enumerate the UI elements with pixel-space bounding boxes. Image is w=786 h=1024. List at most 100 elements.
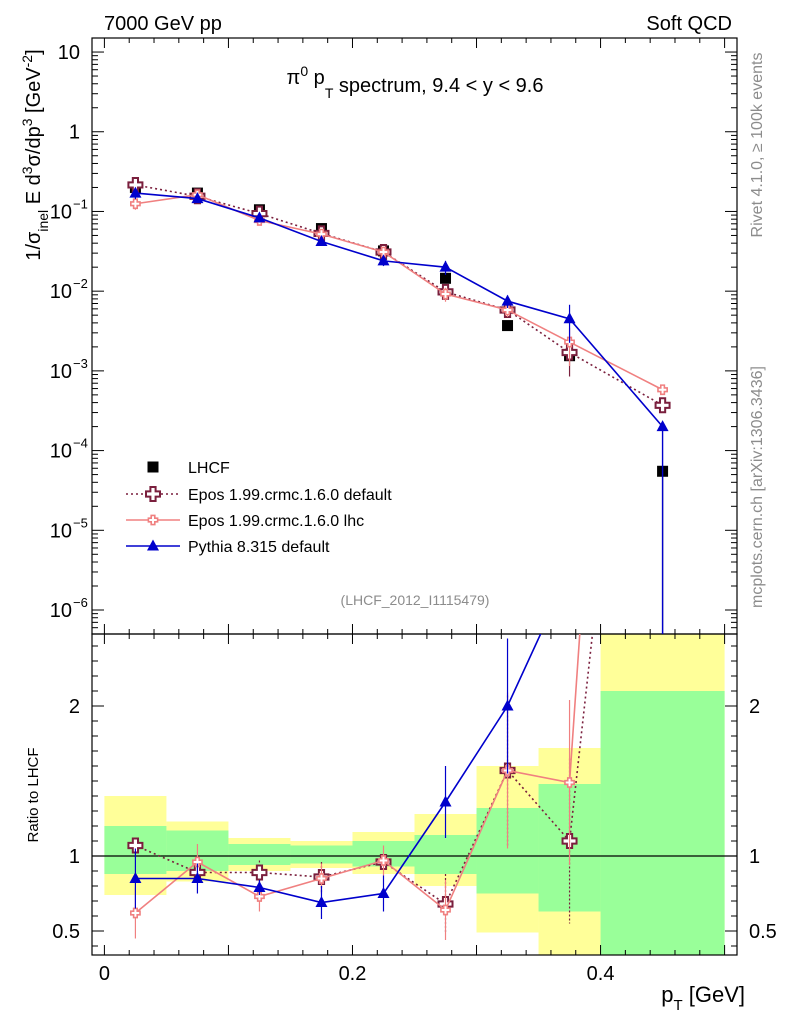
- band-green: [290, 845, 353, 864]
- marker-epos-lhc: [502, 304, 513, 316]
- marker-pythia-triangle: [377, 254, 390, 266]
- y-tick-exponent: −4: [73, 436, 88, 451]
- y-axis-title-part: σ/dp: [23, 126, 45, 166]
- y-axis-title-part: ]: [23, 49, 45, 55]
- marker-pythia-triangle: [439, 260, 452, 272]
- y-tick-label: 1: [69, 122, 80, 144]
- y-tick-label: 10: [50, 281, 72, 303]
- series-line-main: [135, 184, 663, 406]
- legend: LHCF Epos 1.99.crmc.1.6.0 default Epos 1.9…: [126, 460, 392, 556]
- x-tick-label: 0.2: [339, 963, 367, 985]
- marker-epos-default: [127, 837, 144, 854]
- y-tick-label: 10: [50, 361, 72, 383]
- x-axis-title-part: [GeV]: [683, 982, 745, 1007]
- legend-label: Pythia 8.315 default: [188, 539, 330, 556]
- header-left: 7000 GeV pp: [104, 13, 222, 35]
- marker-epos-lhc: [192, 856, 203, 868]
- y-tick-exponent: −1: [73, 196, 88, 211]
- legend-label: Epos 1.99.crmc.1.6.0 lhc: [188, 513, 364, 530]
- y-axis-title-part: [GeV: [23, 67, 45, 119]
- ratio-tick-label-right: 2: [749, 696, 760, 718]
- band-group: [104, 634, 725, 955]
- y-tick-label: 10: [58, 42, 80, 64]
- marker-epos-lhc: [254, 891, 265, 902]
- y-axis-title-part: -2: [19, 55, 35, 68]
- marker-pythia-triangle: [656, 420, 669, 432]
- title-part: π: [287, 67, 301, 89]
- y-axis-title: 1/σinel E d3σ/dp3 [GeV-2]: [19, 49, 51, 260]
- y-axis-title-part: 1/σ: [23, 231, 45, 261]
- x-axis-title-part: T: [673, 997, 682, 1014]
- marker-pythia-triangle: [191, 192, 204, 204]
- marker-pythia-triangle: [315, 234, 328, 246]
- main-series-group: [127, 176, 671, 634]
- x-tick-label: 0: [99, 963, 110, 985]
- marker-epos-lhc: [440, 904, 451, 916]
- marker-pythia-triangle: [377, 887, 390, 898]
- axes-and-ticks: [91, 37, 738, 956]
- y-tick-label: 10: [50, 441, 72, 463]
- y-tick-label: 10: [50, 201, 72, 223]
- marker-epos-lhc: [657, 384, 668, 396]
- marker-epos-lhc: [440, 288, 451, 300]
- band-green: [228, 844, 291, 865]
- band-green: [600, 691, 725, 955]
- y-tick-exponent: −6: [73, 595, 88, 610]
- x-axis-title: pT [GeV]: [661, 982, 745, 1014]
- marker-pythia-triangle: [439, 795, 452, 807]
- y-tick-label: 10: [50, 600, 72, 622]
- ratio-series-group: [127, 634, 594, 940]
- analysis-tag: (LHCF_2012_I1115479): [341, 592, 490, 608]
- marker-epos-lhc: [130, 198, 141, 210]
- y-tick-exponent: −2: [73, 276, 88, 291]
- marker-epos-lhc: [564, 777, 575, 788]
- ratio-axis-title: Ratio to LHCF: [25, 747, 42, 842]
- ratio-tick-label-right: 1: [749, 846, 760, 868]
- ratio-tick-label-left: 1: [69, 846, 80, 868]
- ratio-uncertainty-bands: [92, 634, 737, 955]
- marker-pythia-triangle: [147, 539, 159, 551]
- y-axis-title-part: E d: [23, 174, 45, 210]
- marker-epos-lhc: [378, 246, 389, 258]
- marker-pythia-triangle: [191, 872, 204, 883]
- title-part: p: [308, 67, 325, 89]
- marker-pythia-triangle: [501, 294, 514, 306]
- ratio-tick-label-right: 0.5: [749, 921, 777, 943]
- marker-lhcf-square: [147, 461, 159, 473]
- plot-title: π0 pT spectrum, 9.4 < y < 9.6: [287, 63, 544, 101]
- title-part: 0: [300, 63, 308, 79]
- x-axis-title-part: p: [661, 982, 673, 1007]
- marker-pythia-triangle: [253, 881, 266, 892]
- legend-label: Epos 1.99.crmc.1.6.0 default: [188, 487, 392, 504]
- marker-epos-lhc: [147, 514, 159, 526]
- y-axis-title-part: 3: [19, 118, 35, 126]
- marker-pythia-triangle: [315, 896, 328, 907]
- y-axis-title-part: inel: [35, 210, 51, 232]
- marker-epos-default: [145, 486, 161, 502]
- header-right: Soft QCD: [646, 13, 732, 35]
- data-series: [127, 176, 671, 940]
- marker-epos-lhc: [316, 873, 327, 884]
- marker-pythia-triangle: [129, 872, 142, 883]
- ratio-tick-label-left: 0.5: [52, 921, 80, 943]
- y-tick-label: 10: [50, 520, 72, 542]
- rivet-version-label: Rivet 4.1.0, ≥ 100k events: [749, 53, 766, 238]
- marker-lhcf-square: [502, 320, 514, 332]
- legend-label: LHCF: [188, 460, 230, 477]
- marker-pythia-triangle: [563, 312, 576, 324]
- marker-epos-default: [251, 864, 268, 881]
- ratio-tick-label-left: 2: [69, 696, 80, 718]
- y-tick-exponent: −3: [73, 356, 88, 371]
- marker-pythia-triangle: [129, 186, 142, 198]
- ratio-frame: [91, 633, 738, 956]
- band-green: [414, 835, 477, 874]
- marker-lhcf-square: [440, 272, 452, 284]
- marker-pythia-triangle: [253, 211, 266, 223]
- marker-epos-lhc: [378, 855, 389, 866]
- mcplots-label: mcplots.cern.ch [arXiv:1306.3436]: [749, 366, 766, 608]
- marker-pythia-triangle: [501, 699, 514, 711]
- x-tick-label: 0.4: [587, 963, 615, 985]
- y-axis-title-part: 3: [19, 166, 35, 174]
